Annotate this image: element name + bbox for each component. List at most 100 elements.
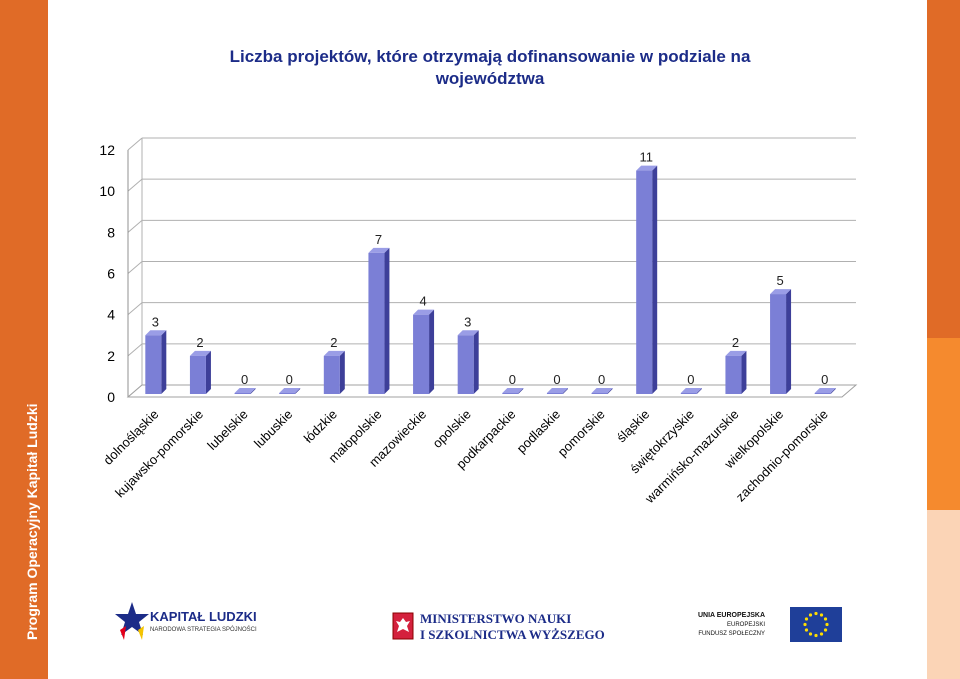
y-tick-label: 12 bbox=[99, 142, 115, 158]
bar-side bbox=[696, 388, 702, 394]
kapital-ludzki-subtitle: NARODOWA STRATEGIA SPÓJNOŚCI bbox=[150, 627, 257, 633]
bar bbox=[234, 393, 251, 394]
bar-value-label: 5 bbox=[776, 273, 783, 288]
bar-value-label: 7 bbox=[375, 232, 382, 247]
gridline-depth bbox=[127, 137, 143, 151]
bar bbox=[770, 294, 787, 394]
kapital-ludzki-logo-icon bbox=[115, 602, 149, 640]
bar-top bbox=[457, 330, 479, 336]
bar-top bbox=[189, 350, 211, 356]
bar bbox=[725, 355, 742, 394]
y-tick-label: 4 bbox=[107, 307, 115, 323]
bar bbox=[323, 355, 340, 394]
bar-value-label: 0 bbox=[598, 372, 605, 387]
bar-value-label: 0 bbox=[553, 372, 560, 387]
bar-side bbox=[741, 350, 747, 394]
bar-side bbox=[429, 309, 435, 394]
bar-value-label: 0 bbox=[286, 372, 293, 387]
y-tick-label: 6 bbox=[107, 266, 115, 282]
bar bbox=[814, 393, 831, 394]
bar bbox=[591, 393, 608, 394]
ministry-line2: I SZKOLNICTWA WYŻSZEGO bbox=[420, 627, 605, 642]
ministry-line1: MINISTERSTWO NAUKI bbox=[420, 611, 572, 626]
bar-side bbox=[205, 350, 211, 394]
gridline-depth bbox=[127, 343, 143, 357]
gridline-depth bbox=[127, 219, 143, 233]
bar bbox=[189, 355, 206, 394]
bar-side bbox=[562, 388, 568, 394]
bar-side bbox=[518, 388, 524, 394]
chart-title-line2: województwa bbox=[435, 69, 545, 88]
y-tick-label: 0 bbox=[107, 389, 115, 405]
bar-side bbox=[384, 247, 390, 394]
bar bbox=[368, 252, 385, 394]
bar-side bbox=[295, 388, 301, 394]
bar-side bbox=[786, 289, 792, 394]
bar-top bbox=[680, 388, 702, 393]
bar-value-label: 0 bbox=[821, 372, 828, 387]
polish-eagle-emblem-icon bbox=[392, 612, 414, 640]
bar-value-label: 0 bbox=[687, 372, 694, 387]
x-tick-label: lubuskie bbox=[251, 407, 295, 451]
bar-value-label: 3 bbox=[152, 314, 159, 329]
bar-value-label: 11 bbox=[639, 150, 653, 165]
y-tick-label: 8 bbox=[107, 224, 115, 240]
bar-value-label: 2 bbox=[732, 335, 739, 350]
bar-value-label: 2 bbox=[196, 335, 203, 350]
bar-value-label: 0 bbox=[509, 372, 516, 387]
bar bbox=[636, 170, 653, 394]
gridline-depth bbox=[127, 178, 143, 192]
chart-title: Liczba projektów, które otrzymają dofina… bbox=[160, 46, 820, 90]
bar-side bbox=[652, 165, 658, 394]
bar-top bbox=[546, 388, 568, 393]
right-band-middle bbox=[927, 338, 960, 510]
bar bbox=[546, 393, 563, 394]
bar-side bbox=[607, 388, 613, 394]
y-tick-label: 10 bbox=[99, 183, 115, 199]
bar-side bbox=[339, 350, 345, 394]
kapital-ludzki-title: KAPITAŁ LUDZKI bbox=[150, 609, 257, 624]
bar bbox=[279, 393, 296, 394]
bar-top bbox=[279, 388, 301, 393]
right-band-top bbox=[927, 0, 960, 338]
gridline-depth bbox=[127, 261, 143, 274]
bar-top bbox=[636, 165, 658, 171]
bar-top bbox=[145, 330, 167, 336]
chart-title-line1: Liczba projektów, które otrzymają dofina… bbox=[229, 47, 751, 66]
bar-top bbox=[770, 289, 792, 295]
bar-top bbox=[323, 350, 345, 356]
x-tick-label: opolskie bbox=[429, 407, 473, 451]
right-band-bottom bbox=[927, 510, 960, 679]
bar bbox=[145, 335, 162, 394]
eu-line1: UNIA EUROPEJSKA bbox=[697, 612, 765, 619]
bar-top bbox=[368, 247, 390, 253]
bar-top bbox=[725, 350, 747, 356]
eu-line2: EUROPEJSKI bbox=[726, 622, 765, 628]
bar bbox=[502, 393, 519, 394]
x-tick-label: łódzkie bbox=[301, 407, 340, 446]
bar-value-label: 0 bbox=[241, 372, 248, 387]
bar-value-label: 4 bbox=[419, 294, 426, 309]
x-tick-label: śląskie bbox=[614, 407, 653, 446]
bar-side bbox=[250, 388, 256, 394]
bar-top bbox=[502, 388, 524, 393]
eu-flag-icon bbox=[790, 607, 842, 642]
left-side-band: Program Operacyjny Kapitał Ludzki bbox=[0, 0, 48, 679]
bar-side bbox=[830, 388, 836, 394]
x-tick-label: pomorskie bbox=[555, 407, 608, 460]
bar bbox=[413, 314, 430, 394]
bar-top bbox=[814, 388, 836, 393]
bar-top bbox=[234, 388, 256, 393]
gridline-depth bbox=[127, 302, 143, 316]
bar-value-label: 3 bbox=[464, 314, 471, 329]
eu-line3: FUNDUSZ SPOŁECZNY bbox=[698, 631, 765, 637]
bar-value-label: 2 bbox=[330, 335, 337, 350]
y-tick-label: 2 bbox=[107, 348, 115, 364]
bar-top bbox=[413, 309, 435, 315]
bar bbox=[680, 393, 697, 394]
bar-top bbox=[591, 388, 613, 393]
chart-floor bbox=[126, 384, 858, 398]
x-tick-label: kujawsko-pomorskie bbox=[112, 407, 206, 501]
bar bbox=[457, 335, 474, 394]
